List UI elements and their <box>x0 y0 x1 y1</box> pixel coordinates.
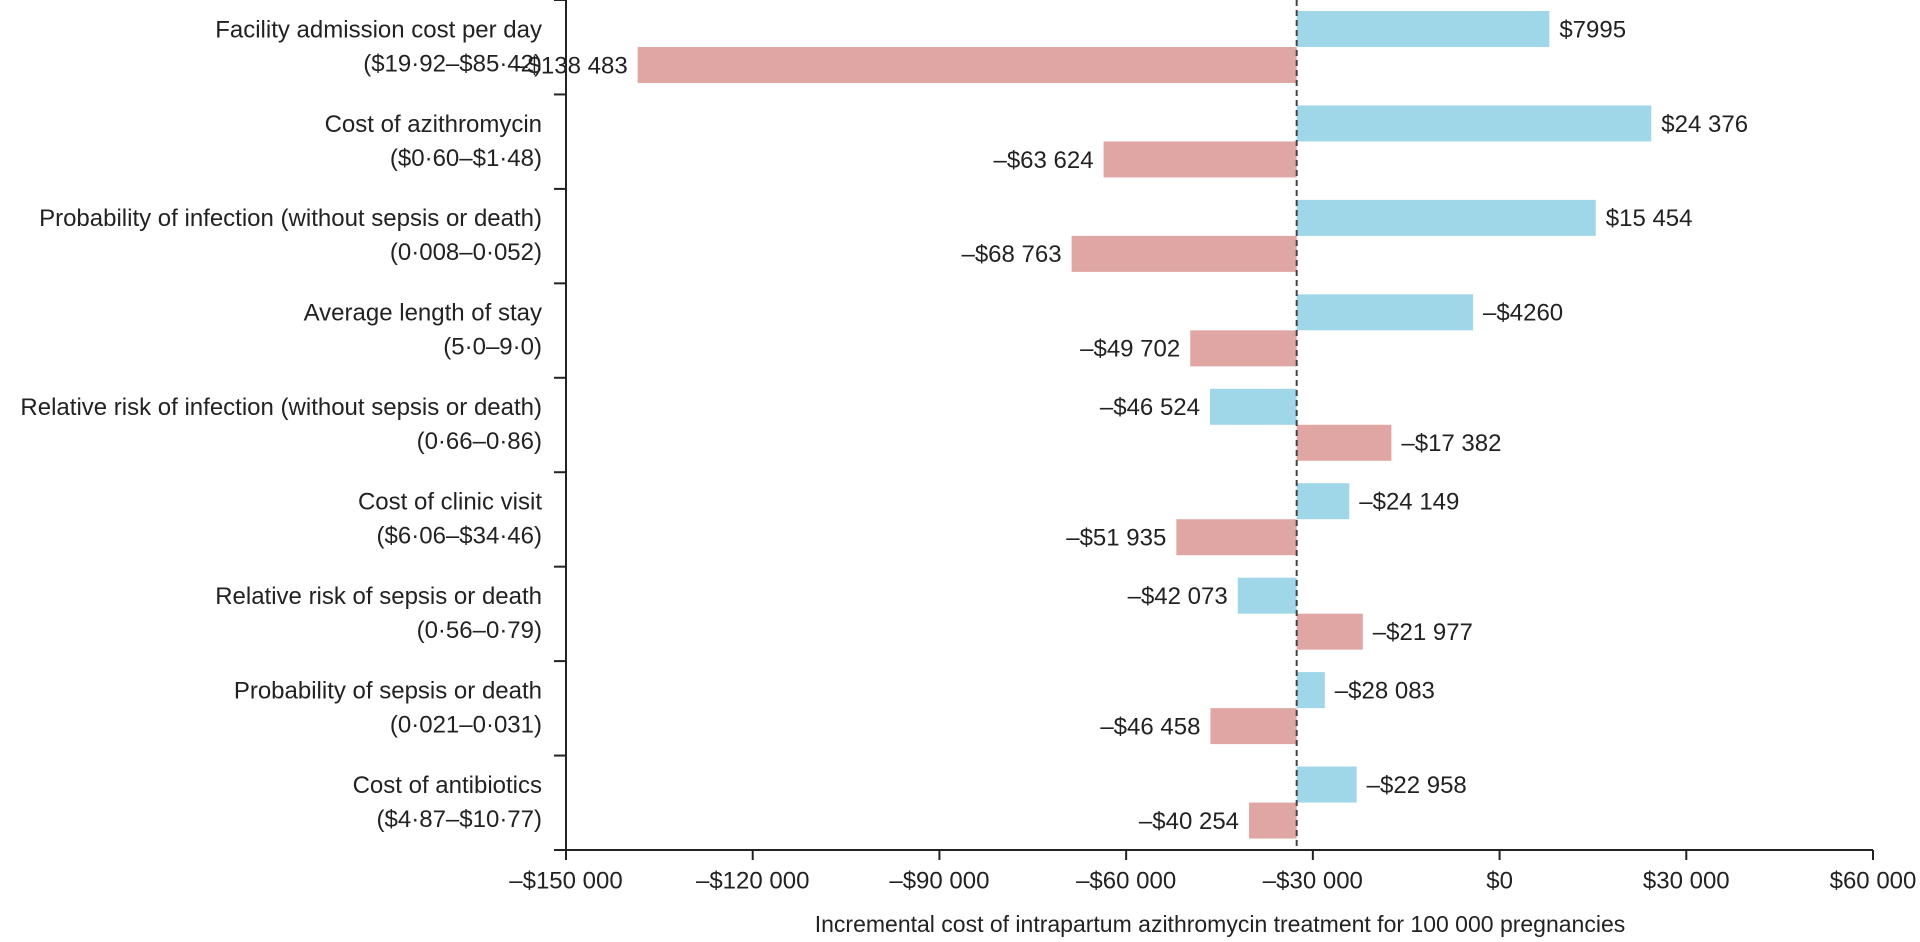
bar <box>1103 141 1297 178</box>
value-label: $24 376 <box>1661 111 1748 138</box>
bar <box>1296 672 1325 709</box>
category-range: (5·0–9·0) <box>443 334 542 361</box>
category-range: (0·56–0·79) <box>417 617 542 644</box>
value-label: –$46 458 <box>1100 713 1200 740</box>
bar <box>1296 294 1474 331</box>
category-label: Relative risk of sepsis or death <box>215 583 542 610</box>
value-label: –$4260 <box>1483 300 1563 327</box>
bar <box>1296 199 1596 236</box>
value-label: –$68 763 <box>961 241 1061 268</box>
value-label: –$51 935 <box>1066 525 1166 552</box>
x-tick-label: $30 000 <box>1643 867 1730 894</box>
category-range: (0·66–0·86) <box>417 428 542 455</box>
x-tick-label: –$120 000 <box>696 867 809 894</box>
value-label: –$40 254 <box>1139 808 1239 835</box>
value-label: –$138 483 <box>514 52 627 79</box>
category-label: Cost of antibiotics <box>353 772 542 799</box>
value-label: –$49 702 <box>1080 336 1180 363</box>
bar <box>1249 802 1297 839</box>
category-label: Probability of infection (without sepsis… <box>39 205 542 232</box>
value-label: –$22 958 <box>1367 772 1467 799</box>
bar <box>1071 235 1297 272</box>
value-label: –$24 149 <box>1359 489 1459 516</box>
value-label: –$42 073 <box>1128 583 1228 610</box>
category-range: ($6·06–$34·46) <box>377 523 542 550</box>
bar <box>1210 708 1297 745</box>
value-label: $15 454 <box>1606 205 1693 232</box>
x-axis-label: Incremental cost of intrapartum azithrom… <box>815 911 1626 937</box>
category-range: (0·008–0·052) <box>390 239 542 266</box>
bar <box>1176 519 1297 556</box>
value-label: –$28 083 <box>1335 677 1435 704</box>
category-label: Facility admission cost per day <box>215 16 542 43</box>
category-range: ($19·92–$85·42) <box>363 50 542 77</box>
bar <box>1190 330 1297 367</box>
category-label: Cost of azithromycin <box>325 111 542 138</box>
value-label: –$63 624 <box>993 147 1093 174</box>
value-label: $7995 <box>1559 16 1626 43</box>
x-tick-label: $0 <box>1486 867 1513 894</box>
value-label: –$46 524 <box>1100 394 1200 421</box>
bar <box>1296 483 1350 520</box>
value-label: –$17 382 <box>1401 430 1501 457</box>
bar <box>1296 105 1652 142</box>
category-label: Cost of clinic visit <box>358 489 542 516</box>
bar <box>1237 577 1297 614</box>
bar <box>1296 424 1392 461</box>
bar <box>1296 766 1357 803</box>
value-label: –$21 977 <box>1373 619 1473 646</box>
category-label: Probability of sepsis or death <box>234 677 542 704</box>
x-tick-label: –$30 000 <box>1263 867 1363 894</box>
category-range: (0·021–0·031) <box>390 711 542 738</box>
bar <box>1296 11 1550 47</box>
x-tick-label: –$90 000 <box>889 867 989 894</box>
category-label: Average length of stay <box>304 300 542 327</box>
category-label: Relative risk of infection (without seps… <box>20 394 542 421</box>
bar <box>637 47 1297 83</box>
x-tick-label: –$60 000 <box>1076 867 1176 894</box>
x-tick-label: –$150 000 <box>509 867 622 894</box>
category-range: ($4·87–$10·77) <box>377 806 542 833</box>
bar <box>1210 388 1297 425</box>
bar <box>1296 613 1363 650</box>
category-range: ($0·60–$1·48) <box>390 145 542 172</box>
x-tick-label: $60 000 <box>1830 867 1917 894</box>
